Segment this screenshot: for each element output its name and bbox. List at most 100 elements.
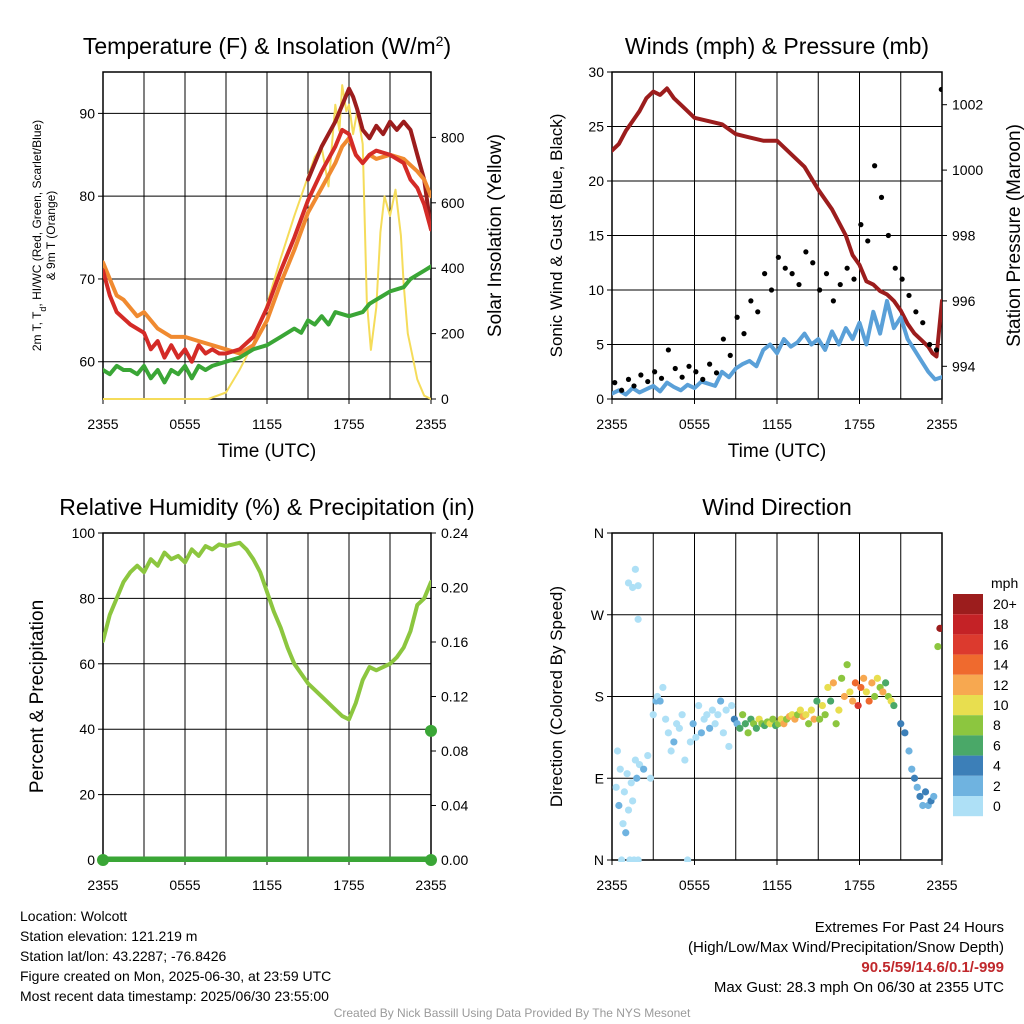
direction-point bbox=[810, 715, 818, 723]
direction-point bbox=[805, 720, 813, 728]
max-gust: Max Gust: 28.3 mph On 06/30 at 2355 UTC bbox=[713, 979, 1004, 996]
y-tick-label: S bbox=[595, 689, 604, 705]
direction-point bbox=[807, 706, 815, 714]
gust-point bbox=[775, 254, 781, 260]
direction-point bbox=[634, 615, 642, 623]
direction-point bbox=[631, 565, 639, 573]
direction-point bbox=[706, 724, 714, 732]
direction-point bbox=[692, 733, 700, 741]
x-axis-label: Time (UTC) bbox=[218, 441, 317, 462]
direction-point bbox=[613, 747, 622, 755]
direction-point bbox=[623, 770, 631, 778]
direction-point bbox=[916, 792, 924, 801]
direction-point bbox=[824, 683, 832, 692]
direction-point bbox=[695, 701, 703, 710]
y-tick-label: 30 bbox=[588, 64, 604, 80]
gust-point bbox=[625, 376, 632, 382]
extremes-subtitle: (High/Low/Max Wind/Precipitation/Snow De… bbox=[688, 939, 1004, 956]
direction-point bbox=[649, 711, 657, 719]
x-tick-label: 2355 bbox=[87, 416, 118, 432]
gust-point bbox=[823, 271, 830, 277]
x-axis-label: Time (UTC) bbox=[728, 441, 827, 462]
dewpoint-line bbox=[103, 264, 431, 385]
y2-tick-label: 0.16 bbox=[441, 634, 468, 650]
ylabel-sub: d bbox=[38, 307, 48, 312]
rh-point-marker bbox=[425, 724, 437, 737]
x-tick-label: 1755 bbox=[333, 877, 364, 893]
gust-point bbox=[727, 352, 733, 358]
y2-tick-label: 600 bbox=[441, 195, 465, 211]
gust-point bbox=[748, 298, 754, 304]
direction-point bbox=[719, 729, 727, 737]
extremes-panel: Extremes For Past 24 Hours (High/Low/Max… bbox=[688, 918, 1004, 998]
precip-start-marker bbox=[97, 854, 109, 866]
direction-point bbox=[882, 679, 890, 687]
y2-tick-label: 0 bbox=[441, 391, 449, 407]
x-tick-label: 0555 bbox=[679, 416, 710, 432]
direction-point bbox=[879, 688, 887, 696]
gust-point bbox=[782, 265, 788, 271]
recent-timestamp: Most recent data timestamp: 2025/06/30 2… bbox=[20, 988, 329, 1004]
direction-point bbox=[865, 697, 873, 705]
y-axis-label: Sonic Wind & Gust (Blue, Black) bbox=[547, 114, 566, 358]
legend-label: 20+ bbox=[993, 596, 1017, 612]
direction-point bbox=[862, 688, 870, 696]
x-tick-label: 2355 bbox=[596, 416, 627, 432]
gust-point bbox=[920, 320, 926, 326]
y-tick-label: 20 bbox=[588, 173, 604, 189]
direction-point bbox=[620, 788, 628, 796]
direction-point bbox=[667, 747, 675, 755]
y-axis-label: Percent & Precipitation bbox=[27, 600, 48, 793]
y-tick-label: 80 bbox=[79, 590, 95, 606]
station-latlon: Station lat/lon: 43.2287; -76.8426 bbox=[20, 948, 227, 964]
direction-point bbox=[634, 582, 642, 590]
y2-tick-label: 0.04 bbox=[441, 798, 468, 814]
gust-point bbox=[768, 287, 775, 293]
direction-point bbox=[629, 583, 637, 592]
direction-point bbox=[919, 801, 927, 810]
direction-point bbox=[624, 806, 633, 814]
plot-frame bbox=[611, 532, 943, 861]
ylabel-part: 2m T, T bbox=[30, 311, 44, 351]
x-tick-label: 1755 bbox=[844, 416, 875, 432]
y-tick-label: 20 bbox=[79, 787, 95, 803]
direction-point bbox=[871, 692, 879, 701]
gust-point bbox=[913, 309, 919, 315]
legend-label: 2 bbox=[993, 778, 1001, 794]
gust-point bbox=[612, 380, 618, 386]
direction-point bbox=[629, 797, 637, 805]
legend-swatch bbox=[953, 614, 983, 635]
heat-index-line bbox=[306, 86, 431, 232]
precip-total-marker bbox=[425, 854, 437, 866]
direction-point bbox=[678, 711, 686, 719]
direction-point bbox=[612, 783, 620, 791]
direction-point bbox=[851, 679, 859, 687]
y-tick-label: 80 bbox=[79, 188, 95, 204]
legend-swatch bbox=[953, 674, 983, 695]
gust-point bbox=[830, 298, 836, 304]
gust-point bbox=[810, 260, 816, 266]
direction-point bbox=[816, 715, 824, 723]
direction-point bbox=[838, 674, 846, 682]
direction-point bbox=[728, 701, 736, 710]
figure-created: Figure created on Mon, 2025-06-30, at 23… bbox=[20, 968, 332, 984]
direction-point bbox=[857, 683, 865, 692]
y-tick-label: 40 bbox=[79, 721, 95, 737]
gust-point bbox=[741, 331, 747, 337]
gust-point bbox=[693, 369, 699, 375]
direction-point bbox=[846, 688, 854, 696]
x-tick-label: 2355 bbox=[415, 877, 446, 893]
wind-speed-line bbox=[612, 298, 942, 397]
direction-point bbox=[832, 720, 840, 728]
direction-point bbox=[868, 679, 876, 687]
legend-swatch bbox=[953, 654, 983, 675]
y2-tick-label: 1000 bbox=[952, 162, 983, 178]
direction-point bbox=[818, 701, 826, 710]
gust-point bbox=[734, 314, 740, 320]
direction-point bbox=[821, 711, 829, 719]
pressure-line bbox=[612, 86, 942, 359]
gust-point bbox=[885, 232, 891, 239]
direction-point bbox=[813, 697, 821, 705]
gust-point bbox=[899, 276, 905, 282]
direction-point bbox=[659, 683, 667, 692]
